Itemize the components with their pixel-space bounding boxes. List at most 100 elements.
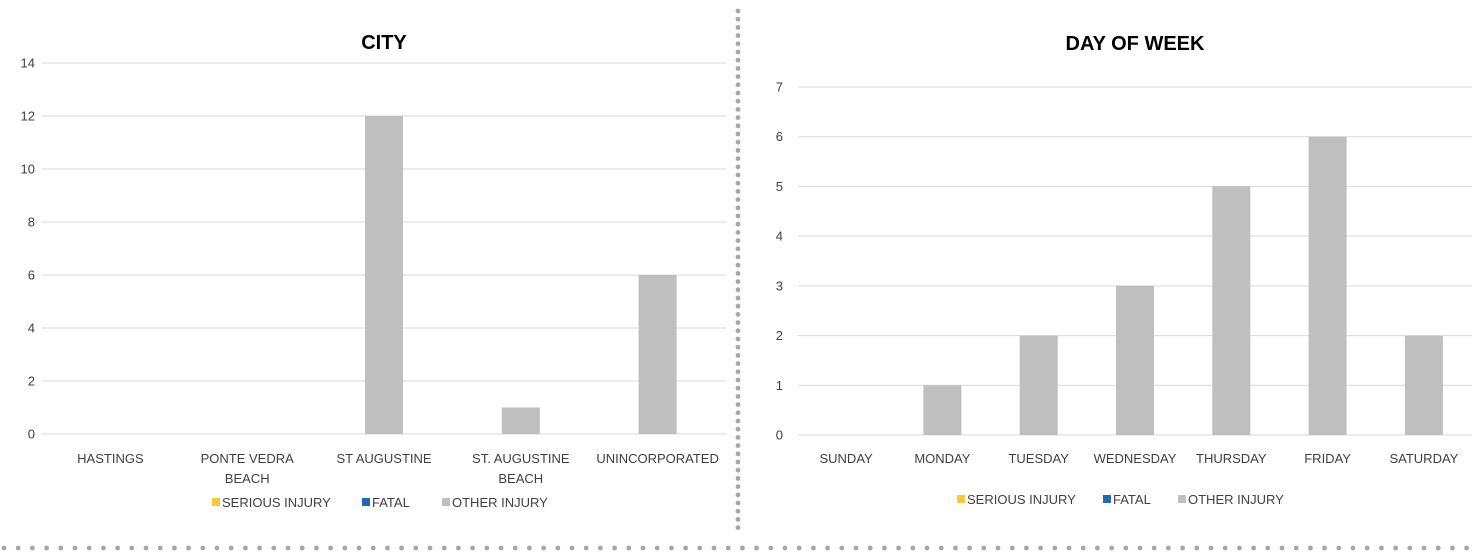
- x-tick-label: PONTE VEDRA BEACH: [201, 451, 295, 486]
- divider-dot: [1435, 545, 1441, 551]
- bar-other-injury-tuesday: [1019, 335, 1058, 435]
- divider-dot: [214, 545, 220, 551]
- divider-dot: [967, 545, 972, 551]
- divider-dot: [735, 353, 741, 358]
- divider-dot: [1095, 545, 1100, 551]
- divider-dot: [441, 545, 447, 551]
- divider-dot: [640, 545, 646, 551]
- divider-dot: [735, 377, 741, 383]
- legend-label-other-injury: OTHER INJURY: [452, 495, 548, 510]
- divider-dot: [1293, 545, 1299, 551]
- divider-dot: [1024, 545, 1029, 551]
- divider-dot: [228, 545, 234, 551]
- divider-dot: [735, 49, 741, 55]
- divider-dot: [86, 545, 92, 551]
- y-tick-label: 10: [21, 162, 35, 177]
- bar-other-injury-saturday: [1404, 335, 1443, 435]
- divider-dot: [896, 545, 901, 551]
- divider-dot: [115, 545, 120, 551]
- divider-dot: [735, 172, 741, 178]
- divider-dot: [15, 545, 21, 551]
- y-tick-label: 5: [776, 179, 783, 194]
- divider-dot: [413, 545, 419, 551]
- divider-dot: [527, 545, 532, 551]
- x-tick-label: SATURDAY: [1389, 451, 1458, 466]
- divider-dot: [735, 189, 741, 194]
- chart-title: DAY OF WEEK: [1066, 33, 1205, 55]
- divider-dot: [735, 139, 741, 145]
- divider-dot: [58, 545, 64, 551]
- divider-dot: [735, 16, 741, 22]
- divider-dot: [512, 545, 518, 551]
- divider-dot: [1393, 545, 1398, 551]
- divider-dot: [782, 545, 788, 551]
- y-tick-label: 12: [21, 109, 35, 124]
- bar-other-injury-st-augustine: [365, 116, 403, 434]
- divider-dot: [735, 246, 741, 252]
- y-tick-label: 8: [28, 215, 35, 230]
- divider-dot: [735, 320, 741, 325]
- divider-dot: [910, 545, 916, 551]
- divider-dot: [1379, 545, 1384, 551]
- x-tick-label: FRIDAY: [1304, 451, 1351, 466]
- x-tick-label: ST AUGUSTINE: [336, 451, 431, 466]
- divider-dot: [243, 545, 248, 551]
- x-tick-label: TUESDAY: [1008, 451, 1069, 466]
- y-tick-label: 2: [28, 374, 35, 389]
- divider-dot: [735, 344, 741, 350]
- divider-dot: [995, 545, 1001, 551]
- x-tick-label: WEDNESDAY: [1094, 451, 1177, 466]
- bar-other-injury-st-augustine-beach: [501, 407, 540, 434]
- divider-dot: [735, 148, 741, 153]
- divider-dot: [583, 545, 589, 551]
- y-tick-label: 2: [776, 328, 783, 343]
- legend-swatch-serious-injury: [957, 495, 965, 503]
- divider-dot: [1166, 545, 1171, 551]
- divider-dot: [735, 312, 741, 317]
- divider-dot: [72, 545, 78, 551]
- divider-dot: [735, 57, 741, 63]
- divider-dot: [385, 545, 390, 551]
- divider-dot: [1279, 545, 1285, 551]
- divider-dot: [1194, 545, 1200, 551]
- divider-dot: [735, 418, 741, 424]
- divider-dot: [735, 443, 741, 448]
- divider-dot: [735, 402, 741, 407]
- divider-dot: [735, 410, 741, 416]
- divider-dot: [735, 25, 741, 30]
- divider-dot: [735, 467, 741, 473]
- divider-dot: [735, 484, 741, 489]
- y-tick-label: 3: [776, 278, 783, 293]
- divider-dot: [555, 545, 561, 551]
- divider-dot: [1066, 545, 1072, 551]
- day-of-week-chart: DAY OF WEEK 0 1 2 3 4 5 6 7 SUNDAY MONDAY TUESDAY WE…: [776, 33, 1472, 507]
- legend-swatch-serious-injury: [212, 498, 220, 506]
- divider-dot: [735, 221, 741, 227]
- divider-dot: [328, 545, 333, 551]
- divider-dot: [735, 123, 741, 129]
- divider-dot: [735, 33, 741, 38]
- divider-dot: [735, 238, 741, 244]
- legend-swatch-other-injury: [1178, 495, 1186, 503]
- divider-dot: [612, 545, 617, 551]
- divider-dot: [735, 82, 741, 88]
- y-tick-label: 1: [776, 378, 783, 393]
- divider-dot: [882, 545, 887, 551]
- x-tick-label: ST. AUGUSTINE BEACH: [472, 451, 570, 486]
- bar-other-injury-unincorporated: [638, 275, 677, 434]
- divider-dot: [1123, 545, 1129, 551]
- divider-dot: [1151, 545, 1157, 551]
- divider-dot: [735, 115, 741, 120]
- divider-dot: [172, 545, 177, 551]
- divider-dot: [370, 545, 376, 551]
- divider-dot: [654, 545, 660, 551]
- divider-dot: [470, 545, 475, 551]
- divider-dot: [735, 328, 741, 334]
- divider-dot: [735, 508, 741, 514]
- divider-dot: [735, 107, 741, 112]
- divider-dot: [924, 545, 930, 551]
- divider-dot: [735, 525, 741, 530]
- divider-dot: [735, 197, 741, 203]
- divider-dot: [735, 271, 741, 276]
